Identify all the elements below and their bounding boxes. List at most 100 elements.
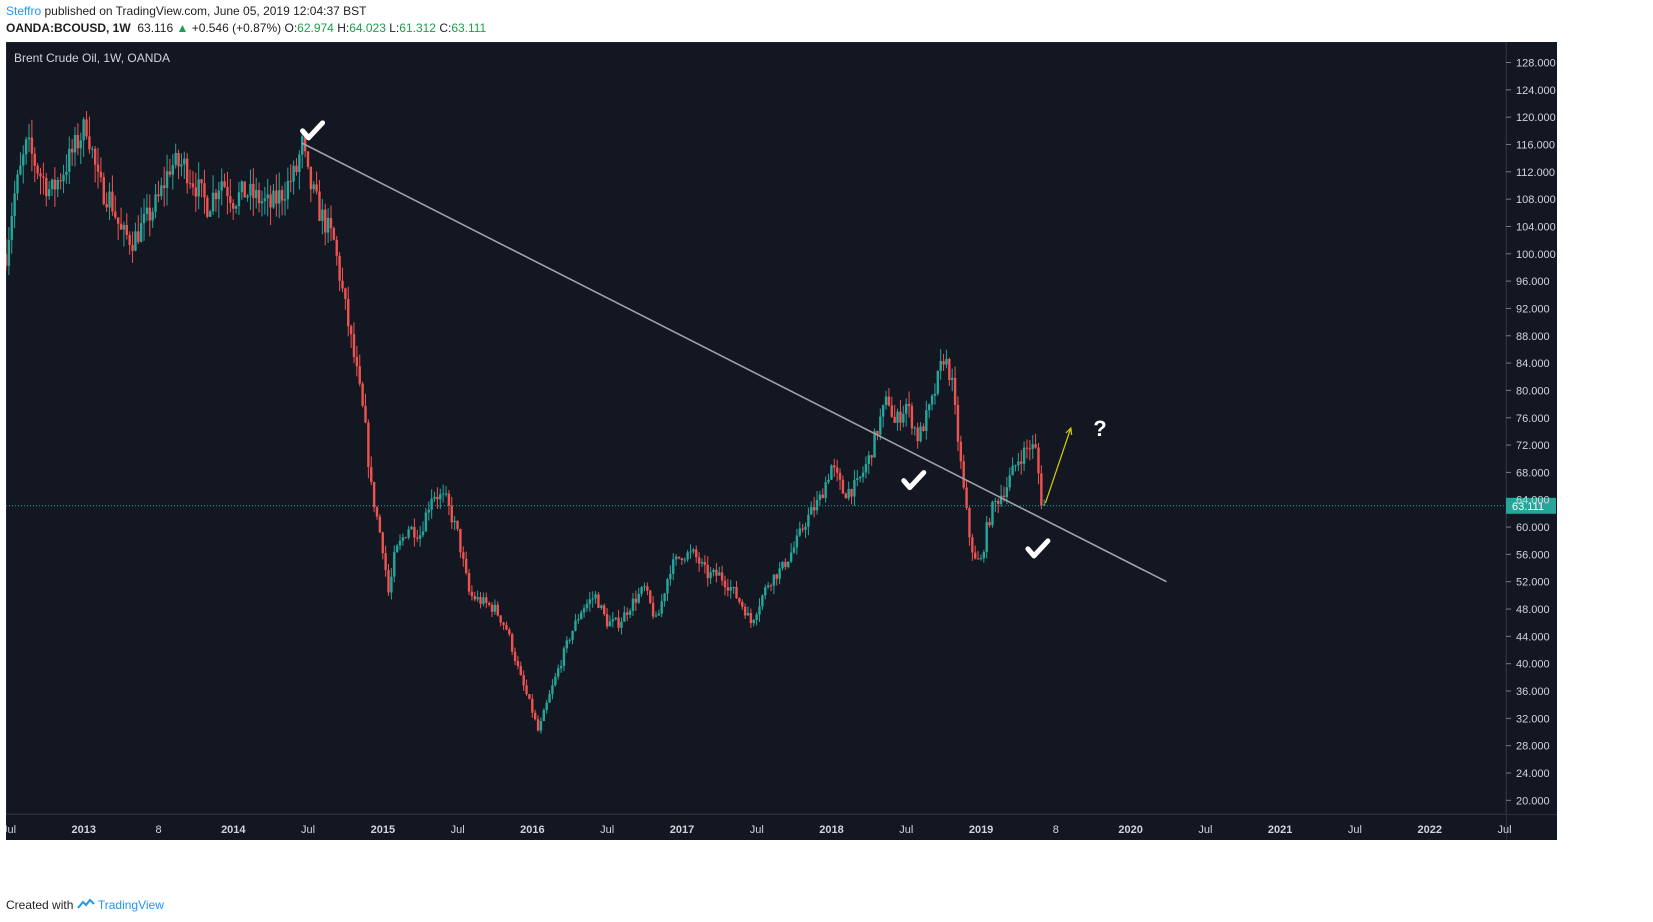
candle-body <box>255 190 258 199</box>
candle-body <box>116 217 120 224</box>
plot-area[interactable] <box>6 42 1507 815</box>
candle-body <box>585 603 589 609</box>
candle-body <box>764 587 767 596</box>
candle-body <box>939 361 942 371</box>
candle-body <box>398 540 402 546</box>
candle-body <box>884 396 888 406</box>
candle-body <box>752 619 755 624</box>
candle-body <box>361 383 364 406</box>
candle-body <box>643 586 646 588</box>
candle-body <box>775 574 778 579</box>
candle-body <box>654 615 658 617</box>
price-axis[interactable]: 20.000 24.000 28.000 32.000 36.000 40.000 44.0… <box>1506 57 1556 807</box>
candle-body <box>459 528 462 553</box>
price-tick-label: 100.000 <box>1516 249 1556 261</box>
candle-body <box>890 405 894 417</box>
candle-body <box>427 509 430 513</box>
candle-body <box>59 180 62 182</box>
time-tick-label: 2020 <box>1118 824 1142 836</box>
up-arrow-icon: ▲ <box>176 21 189 35</box>
candle-body <box>588 599 592 604</box>
price-tick-label: 48.000 <box>1516 604 1550 616</box>
candle-body <box>260 201 264 204</box>
candle-body <box>404 537 407 539</box>
price-tick-label: 56.000 <box>1516 549 1550 561</box>
candle-body <box>226 186 229 197</box>
candle-body <box>234 206 238 209</box>
candle-body <box>229 196 232 204</box>
candle-body <box>781 561 784 569</box>
candle-body <box>286 180 290 200</box>
candle-body <box>375 507 379 517</box>
candle-body <box>306 151 310 167</box>
candle-body <box>65 171 68 175</box>
candle-body <box>401 537 405 541</box>
candle-body <box>815 499 819 511</box>
price-chart[interactable]: Brent Crude Oil, 1W, OANDA 63.111? 20.00… <box>6 42 1557 840</box>
candle-body <box>91 148 94 150</box>
candle-body <box>272 190 275 208</box>
candle-body <box>102 177 105 205</box>
time-tick-label: Jul <box>6 824 16 836</box>
candle-body <box>548 694 551 703</box>
candle-body <box>174 152 177 166</box>
candle-body <box>211 192 215 212</box>
candle-body <box>298 154 301 172</box>
candle-body <box>30 137 34 154</box>
candle-body <box>804 526 807 530</box>
candle-body <box>7 239 11 266</box>
candle-body <box>349 326 353 335</box>
candle-body <box>784 561 787 567</box>
tradingview-logo-icon[interactable] <box>76 898 98 912</box>
candle-body <box>162 185 166 189</box>
time-axis[interactable]: Jul 2013 8 2014 Jul 2015 Jul 2016 Jul 2017 Jul 2018… <box>6 824 1512 836</box>
candle-body <box>864 464 868 473</box>
candle-body <box>769 585 773 587</box>
candle-body <box>672 559 675 574</box>
candle-body <box>257 190 261 204</box>
candle-body <box>269 194 272 208</box>
candle-body <box>666 579 669 594</box>
candle-body <box>720 572 724 581</box>
candle-body <box>858 476 862 479</box>
candle-body <box>571 630 574 640</box>
candle-body <box>125 225 128 235</box>
candle-body <box>122 225 126 230</box>
candle-body <box>395 545 399 553</box>
candle-body <box>10 216 13 240</box>
candle-body <box>88 136 91 150</box>
time-tick-label: 2014 <box>221 824 246 836</box>
trendline <box>301 142 1167 583</box>
candle-body <box>114 211 117 218</box>
candle-body <box>387 570 390 593</box>
candle-body <box>718 572 721 576</box>
candle-body <box>899 411 902 423</box>
candle-body <box>749 613 753 624</box>
candle-body <box>617 617 620 628</box>
candle-body <box>183 158 186 165</box>
candle-body <box>232 203 235 209</box>
candle-body <box>99 171 103 178</box>
candle-body <box>157 194 160 197</box>
candle-body <box>640 587 643 594</box>
created-with-text: Created with <box>6 898 74 912</box>
author-link[interactable]: Steffro <box>6 4 42 18</box>
candle-body <box>467 573 471 592</box>
candle-body <box>516 661 520 666</box>
tradingview-brand[interactable]: TradingView <box>97 898 164 912</box>
candle-body <box>223 181 226 187</box>
question-mark: ? <box>1093 416 1106 441</box>
candle-body <box>171 165 175 175</box>
candle-body <box>479 597 482 604</box>
candle-body <box>663 593 666 602</box>
candle-body <box>165 171 169 189</box>
candle-body <box>1043 504 1046 506</box>
candle-body <box>556 668 560 677</box>
candle-body <box>867 455 870 465</box>
candle-body <box>441 493 445 495</box>
candle-body <box>344 288 347 299</box>
candle-body <box>758 606 761 615</box>
candle-body <box>1020 461 1023 464</box>
time-tick-label: 2018 <box>819 824 843 836</box>
candle-body <box>591 598 594 600</box>
